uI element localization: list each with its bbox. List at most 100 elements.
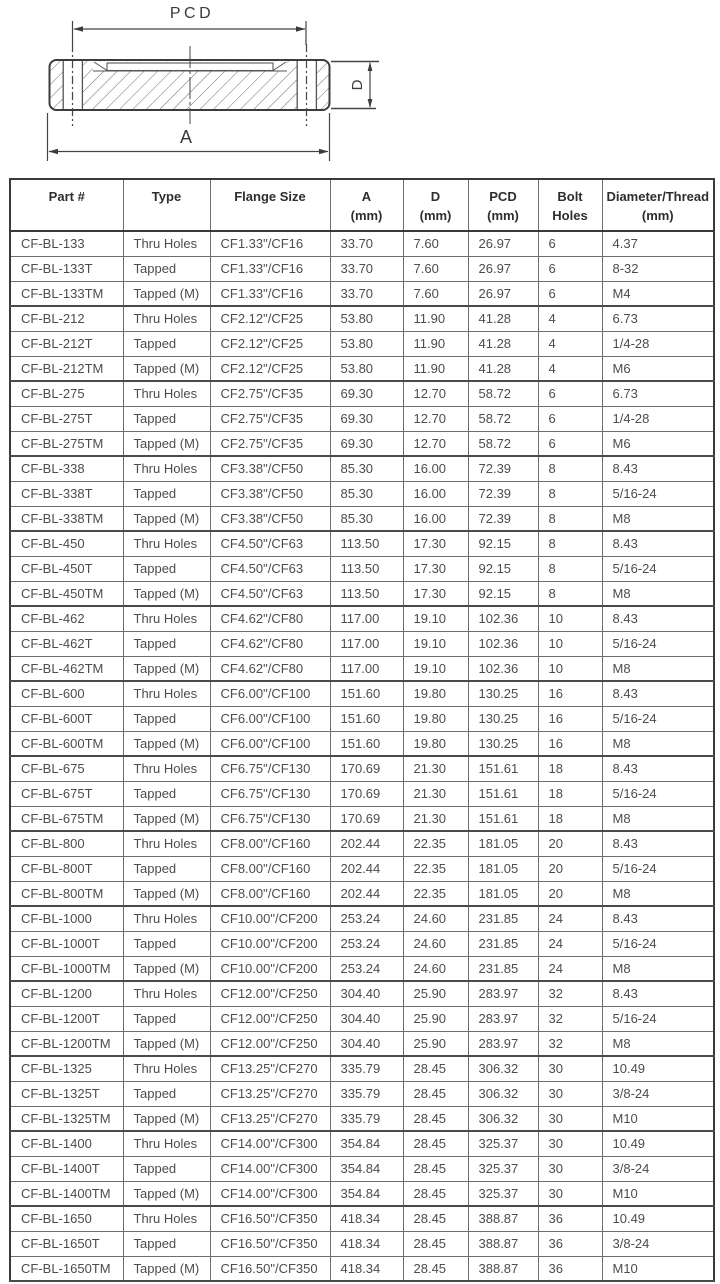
table-cell: 253.24: [329, 955, 404, 982]
table-cell: M8: [601, 805, 715, 832]
table-cell: 117.00: [329, 630, 404, 657]
table-cell: 53.80: [329, 355, 404, 382]
table-cell: 5/16-24: [601, 780, 715, 807]
table-cell: 8.43: [601, 980, 715, 1007]
table-cell: CF-BL-800TM: [9, 880, 124, 907]
table-cell: CF-BL-275TM: [9, 430, 124, 457]
table-row: CF-BL-1000T Tapped CF10.00"/CF200 253.24 24.…: [9, 930, 715, 957]
table-cell: 151.61: [467, 780, 539, 807]
table-cell: 130.25: [467, 705, 539, 732]
header-line2: (mm): [641, 208, 674, 223]
table-cell: 181.05: [467, 880, 539, 907]
pcd-arrow-left: [73, 26, 83, 32]
table-cell: 33.70: [329, 280, 404, 307]
table-row: CF-BL-800TM Tapped (M) CF8.00"/CF160 202.44…: [9, 880, 715, 907]
table-cell: 19.80: [402, 680, 469, 707]
a-label: A: [180, 127, 192, 147]
table-cell: 283.97: [467, 1005, 539, 1032]
table-cell: M8: [601, 505, 715, 532]
table-cell: 8.43: [601, 455, 715, 482]
table-cell: 20: [537, 855, 603, 882]
table-cell: CF-BL-1400T: [9, 1155, 124, 1182]
table-cell: 8: [537, 580, 603, 607]
table-cell: CF3.38"/CF50: [209, 480, 331, 507]
table-cell: CF1.33"/CF16: [209, 230, 331, 257]
table-row: CF-BL-1400T Tapped CF14.00"/CF300 354.84 28.…: [9, 1155, 715, 1182]
table-row: CF-BL-450 Thru Holes CF4.50"/CF63 113.50 17.…: [9, 530, 715, 557]
table-row: CF-BL-462T Tapped CF4.62"/CF80 117.00 19.10 1…: [9, 630, 715, 657]
table-cell: 231.85: [467, 955, 539, 982]
table-row: CF-BL-1000 Thru Holes CF10.00"/CF200 253.24…: [9, 905, 715, 932]
table-cell: 6.73: [601, 305, 715, 332]
table-cell: CF-BL-462TM: [9, 655, 124, 682]
table-cell: 306.32: [467, 1080, 539, 1107]
table-row: CF-BL-133TM Tapped (M) CF1.33"/CF16 33.70 7.…: [9, 280, 715, 307]
table-cell: 3/8-24: [601, 1080, 715, 1107]
table-cell: 20: [537, 880, 603, 907]
table-cell: M10: [601, 1255, 715, 1282]
table-cell: 130.25: [467, 680, 539, 707]
table-cell: Thru Holes: [122, 1130, 211, 1157]
table-cell: 10: [537, 630, 603, 657]
table-row: CF-BL-600TM Tapped (M) CF6.00"/CF100 151.60…: [9, 730, 715, 757]
table-cell: Tapped (M): [122, 505, 211, 532]
header-line2: (mm): [419, 208, 452, 223]
table-cell: 28.45: [402, 1230, 469, 1257]
table-row: CF-BL-675TM Tapped (M) CF6.75"/CF130 170.69…: [9, 805, 715, 832]
header-line1: Bolt: [557, 189, 583, 204]
table-row: CF-BL-275TM Tapped (M) CF2.75"/CF35 69.30 12…: [9, 430, 715, 457]
table-cell: CF4.62"/CF80: [209, 655, 331, 682]
table-cell: 26.97: [467, 230, 539, 257]
table-cell: Tapped: [122, 780, 211, 807]
table-cell: 354.84: [329, 1155, 404, 1182]
table-row: CF-BL-275 Thru Holes CF2.75"/CF35 69.30 12.7…: [9, 380, 715, 407]
table-cell: 8: [537, 530, 603, 557]
table-cell: 19.10: [402, 655, 469, 682]
table-cell: 11.90: [402, 355, 469, 382]
table-cell: 388.87: [467, 1205, 539, 1232]
table-cell: 41.28: [467, 305, 539, 332]
table-cell: CF-BL-212: [9, 305, 124, 332]
table-cell: Tapped (M): [122, 655, 211, 682]
table-cell: 18: [537, 805, 603, 832]
table-cell: 5/16-24: [601, 555, 715, 582]
table-cell: 181.05: [467, 855, 539, 882]
table-cell: 151.60: [329, 730, 404, 757]
table-cell: M8: [601, 880, 715, 907]
table-cell: CF-BL-1325: [9, 1055, 124, 1082]
table-cell: CF-BL-212TM: [9, 355, 124, 382]
table-cell: 8.43: [601, 830, 715, 857]
table-cell: CF6.75"/CF130: [209, 805, 331, 832]
table-cell: 8.43: [601, 755, 715, 782]
table-cell: CF2.12"/CF25: [209, 305, 331, 332]
table-row: CF-BL-338TM Tapped (M) CF3.38"/CF50 85.30 16…: [9, 505, 715, 532]
table-cell: 325.37: [467, 1180, 539, 1207]
table-cell: Tapped (M): [122, 580, 211, 607]
table-cell: Thru Holes: [122, 830, 211, 857]
table-cell: 10: [537, 605, 603, 632]
table-cell: CF-BL-1200T: [9, 1005, 124, 1032]
table-cell: 10.49: [601, 1130, 715, 1157]
table-cell: 3/8-24: [601, 1155, 715, 1182]
table-cell: 36: [537, 1255, 603, 1282]
table-cell: 16.00: [402, 480, 469, 507]
table-cell: 16: [537, 680, 603, 707]
table-cell: 33.70: [329, 255, 404, 282]
table-cell: CF12.00"/CF250: [209, 1030, 331, 1057]
table-cell: 69.30: [329, 430, 404, 457]
table-cell: CF10.00"/CF200: [209, 955, 331, 982]
table-cell: 12.70: [402, 380, 469, 407]
table-cell: CF-BL-675TM: [9, 805, 124, 832]
table-cell: CF6.00"/CF100: [209, 680, 331, 707]
header-pcd-mm: PCD (mm): [467, 178, 539, 232]
table-cell: 72.39: [467, 480, 539, 507]
d-arrow-top: [367, 62, 373, 71]
table-cell: 92.15: [467, 580, 539, 607]
table-row: CF-BL-1400 Thru Holes CF14.00"/CF300 354.84…: [9, 1130, 715, 1157]
table-cell: CF4.62"/CF80: [209, 630, 331, 657]
table-cell: 113.50: [329, 555, 404, 582]
table-cell: 8.43: [601, 905, 715, 932]
table-cell: CF-BL-450: [9, 530, 124, 557]
table-cell: M4: [601, 280, 715, 307]
table-cell: Tapped (M): [122, 955, 211, 982]
